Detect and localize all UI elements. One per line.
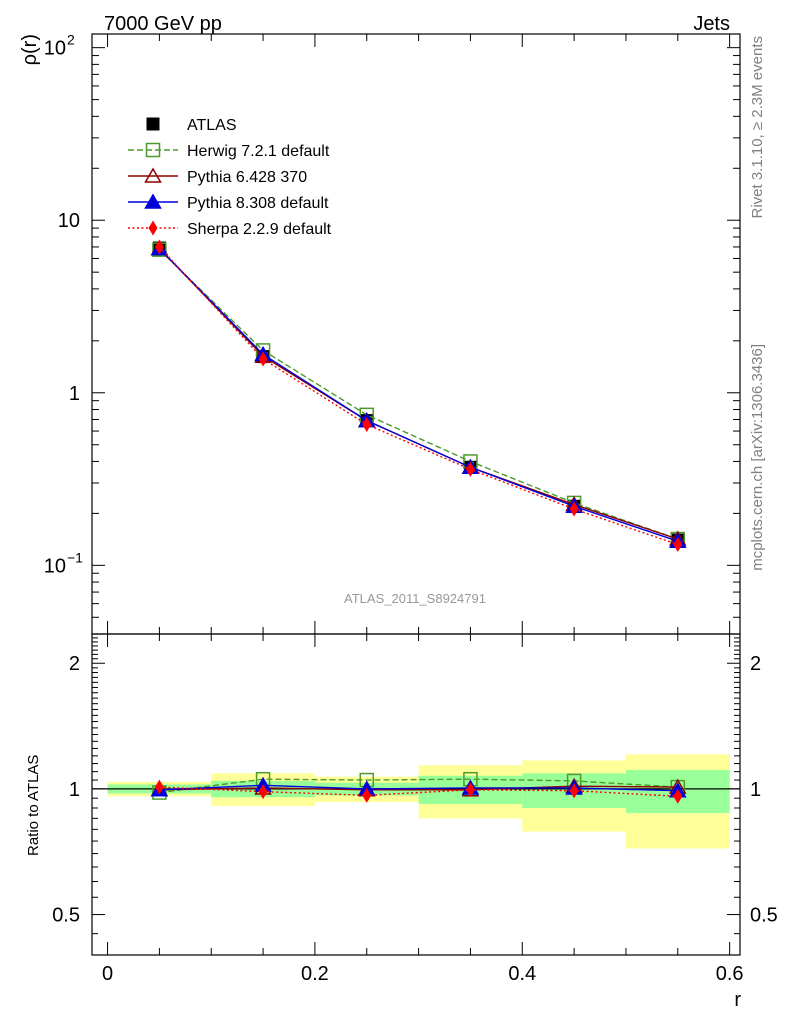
marker bbox=[154, 239, 164, 255]
marker bbox=[145, 142, 161, 158]
marker bbox=[569, 783, 579, 799]
x-axis-label: r bbox=[734, 989, 741, 1011]
y-tick-label: 10 bbox=[58, 210, 80, 232]
series-line bbox=[159, 784, 678, 792]
header-left: 7000 GeV pp bbox=[104, 13, 222, 35]
marker bbox=[144, 193, 162, 209]
legend-item: Herwig 7.2.1 default bbox=[128, 142, 330, 160]
header-right: Jets bbox=[693, 13, 730, 35]
series-line bbox=[158, 249, 679, 540]
lower-y-axis-label: Ratio to ATLAS bbox=[25, 755, 42, 856]
y-tick-label: 10 bbox=[44, 555, 66, 577]
legend-label: Sherpa 2.2.9 default bbox=[187, 221, 332, 238]
series-line bbox=[158, 248, 679, 542]
marker bbox=[146, 117, 160, 131]
lower-frame bbox=[91, 633, 741, 956]
series-line bbox=[158, 248, 679, 540]
y-tick-label: 2 bbox=[69, 653, 80, 675]
y-tick-label-right: 1 bbox=[750, 779, 761, 801]
legend: ATLAS Herwig 7.2.1 default Pythia 6.428 37… bbox=[128, 117, 332, 238]
main-panel-content bbox=[150, 239, 687, 553]
side-label-mcplots: mcplots.cern.ch [arXiv:1306.3436] bbox=[749, 344, 766, 571]
series-sherpa-2-2-9-default bbox=[154, 239, 683, 553]
y-tick-label-exponent: −1 bbox=[67, 549, 83, 565]
series-pythia-8-308-default bbox=[150, 240, 687, 548]
marker bbox=[673, 537, 683, 553]
legend-label: Pythia 8.308 default bbox=[187, 195, 329, 212]
legend-item: Sherpa 2.2.9 default bbox=[128, 220, 332, 238]
y-tick-label-exponent: 2 bbox=[67, 32, 75, 48]
marker bbox=[154, 779, 164, 795]
upper-y-axis-label: ρ(r) bbox=[19, 34, 41, 65]
legend-item: Pythia 8.308 default bbox=[128, 193, 329, 212]
legend-label: ATLAS bbox=[187, 117, 237, 134]
series-sherpa-2-2-9-default bbox=[154, 779, 683, 804]
series-line bbox=[158, 246, 679, 546]
marker bbox=[258, 784, 268, 800]
marker bbox=[144, 167, 162, 183]
series-line bbox=[159, 786, 678, 797]
legend-item: ATLAS bbox=[146, 117, 237, 134]
y-tick-label: 1 bbox=[69, 383, 80, 405]
marker bbox=[148, 220, 158, 236]
marker bbox=[258, 351, 268, 367]
series-line bbox=[159, 778, 678, 794]
x-tick-label: 0.2 bbox=[301, 963, 329, 985]
legend-item: Pythia 6.428 370 bbox=[128, 167, 307, 186]
series-line bbox=[159, 785, 678, 791]
x-tick-label: 0.6 bbox=[716, 963, 744, 985]
series-herwig-7-2-1-default bbox=[152, 242, 686, 547]
series-atlas bbox=[152, 241, 685, 547]
side-label-rivet: Rivet 3.1.10, ≥ 2.3M events bbox=[749, 36, 766, 219]
x-tick-label: 0.4 bbox=[508, 963, 536, 985]
marker bbox=[569, 501, 579, 517]
y-tick-label: 1 bbox=[69, 779, 80, 801]
y-tick-label: 0.5 bbox=[52, 905, 80, 927]
legend-label: Herwig 7.2.1 default bbox=[187, 143, 330, 160]
marker bbox=[362, 787, 372, 803]
watermark-analysis-id: ATLAS_2011_S8924791 bbox=[344, 591, 486, 606]
marker bbox=[362, 416, 372, 432]
legend-label: Pythia 6.428 370 bbox=[187, 169, 307, 186]
series-pythia-6-428-370 bbox=[150, 240, 687, 546]
y-tick-label-right: 0.5 bbox=[750, 905, 778, 927]
uncertainty-bands bbox=[107, 754, 730, 849]
y-tick-label: 10 bbox=[44, 38, 66, 60]
marker bbox=[465, 782, 475, 798]
marker bbox=[673, 788, 683, 804]
marker bbox=[465, 461, 475, 477]
x-tick-label: 0 bbox=[102, 963, 113, 985]
ratio-panel-content bbox=[92, 771, 740, 804]
y-tick-label-right: 2 bbox=[750, 653, 761, 675]
